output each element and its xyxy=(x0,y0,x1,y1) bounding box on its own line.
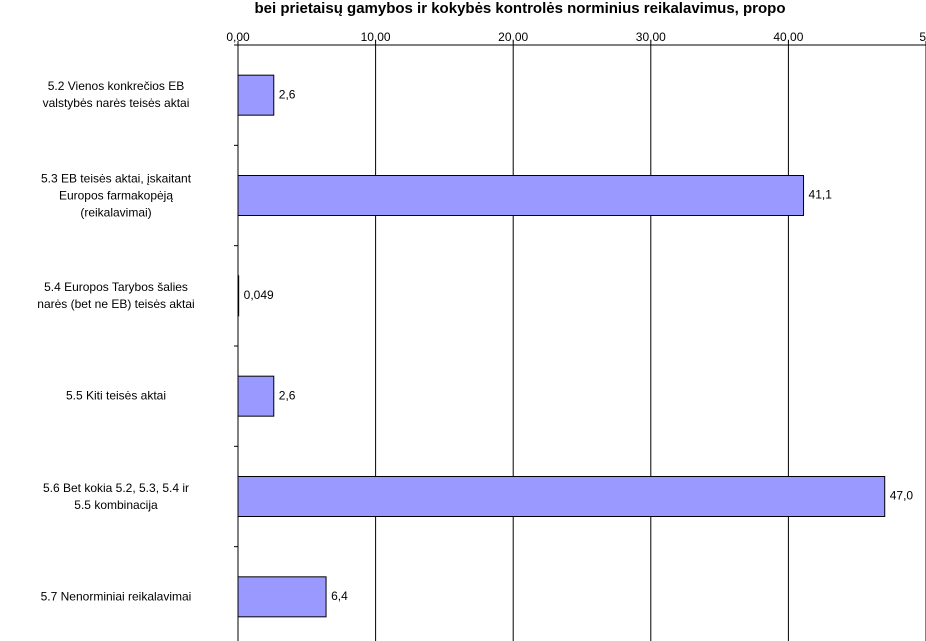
value-label: 6,4 xyxy=(331,589,348,603)
bar xyxy=(237,576,327,618)
category-label: 5.6 Bet kokia 5.2, 5.3, 5.4 ir 5.5 kombi… xyxy=(42,480,190,512)
category-label: 5.2 Vienos konkrečios EB valstybės narės… xyxy=(42,79,190,111)
category-label: 5.5 Kiti teisės aktai xyxy=(65,388,167,403)
x-tick-label: 30,00 xyxy=(636,30,666,44)
bar xyxy=(237,476,886,517)
category-label: 5.3 EB teisės aktai, įskaitant Europos f… xyxy=(40,171,192,219)
bar xyxy=(237,175,805,216)
value-label: 2,6 xyxy=(279,388,296,402)
bar xyxy=(237,74,275,116)
category-label: 5.4 Europos Tarybos šalies narės (bet ne… xyxy=(37,279,195,311)
value-label: 0,049 xyxy=(244,288,274,302)
x-tick-label: 20,00 xyxy=(498,30,528,44)
x-tick-label: 40,00 xyxy=(773,30,803,44)
value-label: 2,6 xyxy=(279,87,296,101)
x-tick-label: 10,00 xyxy=(361,30,391,44)
value-label: 41,1 xyxy=(809,188,833,202)
bar xyxy=(237,375,275,417)
bar xyxy=(237,275,240,317)
x-tick-label: 50 xyxy=(919,30,926,44)
value-label: 47,0 xyxy=(890,489,914,503)
chart-title: bei prietaisų gamybos ir kokybės kontrol… xyxy=(255,0,786,17)
x-tick-label: 0,00 xyxy=(226,30,250,44)
category-label: 5.7 Nenorminiai reikalavimai xyxy=(40,589,192,604)
